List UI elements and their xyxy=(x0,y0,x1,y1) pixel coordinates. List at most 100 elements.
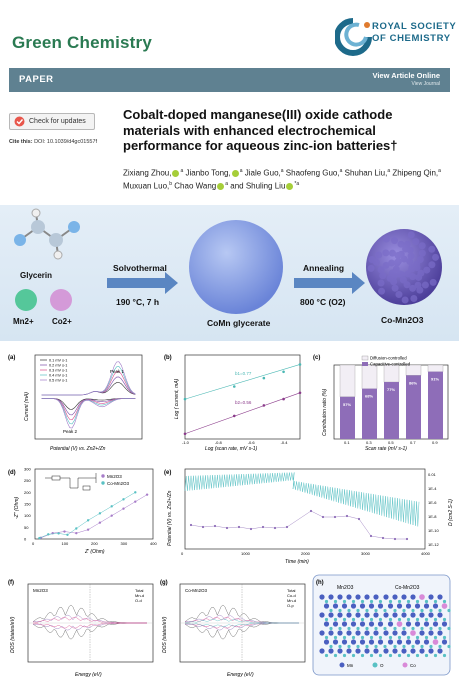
author-name[interactable]: Muxuan Luo, xyxy=(123,181,170,191)
mn-atom xyxy=(419,612,425,618)
mn-atom xyxy=(414,603,421,609)
o-atom xyxy=(415,635,420,640)
panel-d-label: (d) xyxy=(8,470,16,476)
bar-capacitive xyxy=(428,371,443,439)
author-name[interactable]: Zhipeng Qin, xyxy=(392,168,439,178)
panel-f-label: (f) xyxy=(8,580,14,586)
mn-atom xyxy=(401,648,407,654)
o-atom xyxy=(360,635,365,640)
cv-curve-1 xyxy=(41,398,136,416)
mn-atom xyxy=(368,621,375,627)
o-atom xyxy=(383,608,387,613)
bar-diffusion xyxy=(383,364,400,383)
panel-f-dos: Mn2O3 Total Mn-d O-d Energy (eV) DOS (st… xyxy=(8,580,154,678)
author-name[interactable]: Shuhan Liu, xyxy=(344,168,388,178)
cv-curve-4 xyxy=(41,361,136,396)
o-atom xyxy=(347,608,351,613)
mn-atom xyxy=(328,594,334,600)
mn-atom xyxy=(396,603,403,609)
equivalent-circuit-icon xyxy=(45,473,97,491)
mn-atom xyxy=(364,630,370,636)
cv-curve-2 xyxy=(41,398,136,421)
author-name[interactable]: Jiale Guo, xyxy=(244,168,281,178)
author-name[interactable]: Chao Wang xyxy=(174,181,217,191)
panel-d-eis: 0 100 200 300 400 0 50 100 150 200 250 300 Mn2O3 Co… xyxy=(8,467,157,556)
o-atom xyxy=(360,617,365,622)
data-point xyxy=(232,385,236,388)
author-name[interactable]: Shaofeng Guo, xyxy=(285,168,340,178)
mn-atom xyxy=(328,648,334,654)
author-name[interactable]: Zixiang Zhou, xyxy=(123,168,172,178)
rsc-logo-icon xyxy=(335,18,372,56)
legend-op: O-p xyxy=(287,603,294,608)
author-name[interactable]: Jianbo Tong, xyxy=(185,168,231,178)
orcid-icon[interactable] xyxy=(231,170,239,178)
o-atom xyxy=(338,608,342,613)
legend-total: Total xyxy=(135,588,144,593)
o-atom xyxy=(442,599,447,604)
mn-atom xyxy=(319,594,325,600)
data-label: 77% xyxy=(387,387,395,392)
citation-line: Cite this: DOI: 10.1039/d4gc01557f xyxy=(9,139,97,145)
o-atom xyxy=(442,635,447,640)
o-atom xyxy=(429,608,433,613)
mn-atom xyxy=(337,594,343,600)
fit-line xyxy=(184,364,301,400)
o-atom xyxy=(429,644,433,649)
tick-label: 1E-10 xyxy=(428,528,439,533)
tick-label: 1E-6 xyxy=(428,500,437,505)
tick-label: 2000 xyxy=(301,551,311,556)
co-atom xyxy=(396,621,403,627)
data-point xyxy=(86,528,90,531)
view-journal-link[interactable]: View Journal xyxy=(411,81,440,87)
mn-atom xyxy=(355,630,361,636)
mn-atom xyxy=(350,639,357,645)
b1-label: b1=0.77 xyxy=(235,371,252,376)
arrow-icon xyxy=(294,272,365,294)
mn-atom xyxy=(441,639,448,645)
o-atom xyxy=(442,653,447,658)
diffusion-line xyxy=(190,510,407,540)
mn-atom xyxy=(373,630,379,636)
b2-label: b2=0.56 xyxy=(235,400,252,405)
o-atom xyxy=(347,644,351,649)
legend-mn: Mn xyxy=(347,663,354,668)
data-point xyxy=(145,493,149,496)
bar-capacitive xyxy=(384,382,399,439)
article-title: Cobalt-doped manganese(III) oxide cathod… xyxy=(123,107,398,153)
mn-atom xyxy=(437,630,443,636)
panel-b-label: (b) xyxy=(164,355,172,361)
orcid-icon[interactable] xyxy=(286,183,294,191)
o-atom xyxy=(447,608,451,613)
mn-atom xyxy=(319,630,325,636)
o-atom xyxy=(342,599,347,604)
mn-atom xyxy=(319,648,325,654)
orcid-icon[interactable] xyxy=(172,170,180,178)
product-label: Co-Mn2O3 xyxy=(381,315,424,325)
eis-line xyxy=(40,494,148,539)
data-point xyxy=(86,519,90,522)
data-point xyxy=(298,391,302,395)
legend-label: 0.4 mV s-1 xyxy=(49,374,67,378)
data-point xyxy=(66,533,69,536)
mn-atom xyxy=(428,630,434,636)
o-atom xyxy=(378,653,383,658)
tick-label: 50 xyxy=(24,525,29,530)
o-atom xyxy=(438,608,442,613)
o-atom xyxy=(420,608,424,613)
mn-atom xyxy=(441,621,448,627)
o-atom xyxy=(329,626,333,631)
o-atom xyxy=(438,626,442,631)
panel-c-xlabel: Scan rate (mV s-1) xyxy=(365,446,407,452)
mn-atom xyxy=(410,594,416,600)
o-atom xyxy=(415,599,420,604)
view-article-online-link[interactable]: View Article Online xyxy=(372,71,440,80)
panel-c-ylabel: Contribution ratio (%) xyxy=(322,388,328,436)
orcid-icon[interactable] xyxy=(217,183,225,191)
intermediate-label: CoMn glycerate xyxy=(207,318,271,328)
legend-label: 0.2 mV s-1 xyxy=(49,364,67,368)
doi-value[interactable]: DOI: 10.1039/d4gc01557f xyxy=(34,139,98,145)
author-name[interactable]: and Shuling Liu xyxy=(230,181,286,191)
mn-atom xyxy=(359,603,366,609)
check-for-updates-button[interactable]: Check for updates xyxy=(9,113,95,130)
